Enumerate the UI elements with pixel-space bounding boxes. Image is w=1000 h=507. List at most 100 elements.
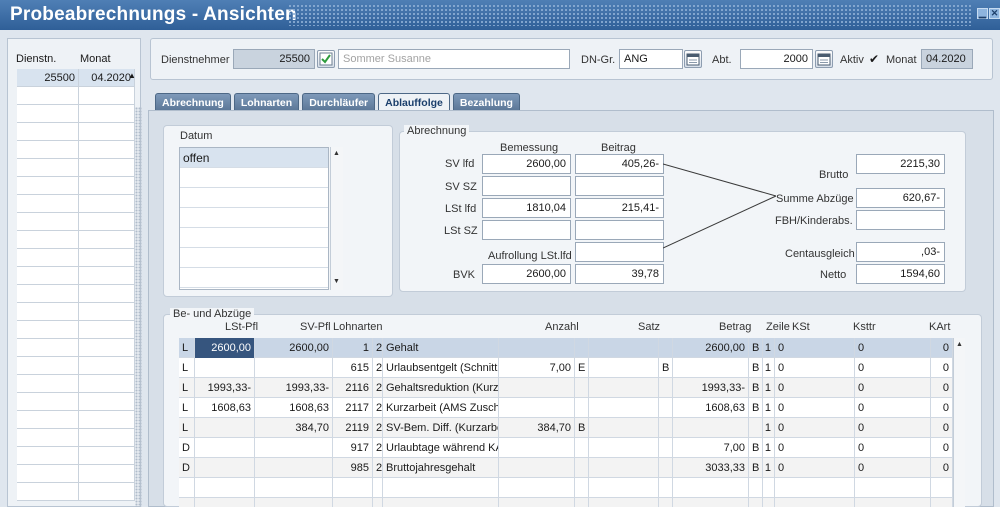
cell-lstpfl[interactable] <box>195 438 255 458</box>
cell-text[interactable]: Bruttojahresgehalt <box>383 458 499 478</box>
datum-list-item[interactable] <box>180 228 328 248</box>
cell-svpfl[interactable]: 384,70 <box>255 418 333 438</box>
table-row[interactable] <box>179 498 953 507</box>
cell-kart[interactable] <box>931 498 953 507</box>
check-icon[interactable] <box>317 50 335 68</box>
datum-scrollbar[interactable]: ▲ ▼ <box>330 147 343 290</box>
cell-typ[interactable]: D <box>179 458 195 478</box>
cell-anzahl[interactable] <box>499 498 575 507</box>
cell-satz[interactable] <box>589 418 659 438</box>
fbh-field[interactable] <box>856 210 945 230</box>
sv-lfd-beitrag[interactable]: 405,26- <box>575 154 664 174</box>
cell-kst[interactable]: 0 <box>775 378 855 398</box>
centausgleich-field[interactable]: ,03- <box>856 242 945 262</box>
cell-code[interactable]: 2 <box>373 398 383 418</box>
table-row[interactable] <box>179 478 953 498</box>
cell-betrag[interactable]: 1993,33- <box>673 378 749 398</box>
list-item[interactable] <box>17 87 135 105</box>
cell-code[interactable] <box>373 478 383 498</box>
cell-text[interactable] <box>383 478 499 498</box>
list-item[interactable] <box>17 249 135 267</box>
lst-sz-bemessung[interactable] <box>482 220 571 240</box>
cell-kst[interactable]: 0 <box>775 418 855 438</box>
cell-bb[interactable] <box>749 478 763 498</box>
list-item[interactable] <box>17 483 135 501</box>
cell-typ[interactable] <box>179 498 195 507</box>
abt-field[interactable]: 2000 <box>740 49 813 69</box>
cell-svpfl[interactable] <box>255 358 333 378</box>
cell-svpfl[interactable]: 1993,33- <box>255 378 333 398</box>
tab-ablauffolge[interactable]: Ablauffolge <box>378 93 450 111</box>
sv-lfd-bemessung[interactable]: 2600,00 <box>482 154 571 174</box>
tab-lohnarten[interactable]: Lohnarten <box>233 93 300 111</box>
aktiv-checkbox[interactable]: ✔ <box>869 52 880 66</box>
cell-nr[interactable]: 2119 <box>333 418 373 438</box>
cell-svpfl[interactable] <box>255 458 333 478</box>
datum-list-item[interactable] <box>180 208 328 228</box>
tab-bezahlung[interactable]: Bezahlung <box>452 93 520 111</box>
cell-ksttr[interactable]: 0 <box>855 438 931 458</box>
table-row[interactable]: L 1993,33- 1993,33- 2116 2 Gehaltsreduktion (… <box>179 378 953 398</box>
cell-bb[interactable]: B <box>749 438 763 458</box>
cell-typ[interactable]: L <box>179 338 195 358</box>
dienstnehmer-id-field[interactable]: 25500 <box>233 49 315 69</box>
table-row[interactable]: L 1608,63 1608,63 2117 2 Kurzarbeit (AMS Zusc… <box>179 398 953 418</box>
cell-kart[interactable]: 0 <box>931 358 953 378</box>
cell-code[interactable]: 2 <box>373 338 383 358</box>
cell-e[interactable] <box>575 438 589 458</box>
cell-b[interactable] <box>659 498 673 507</box>
list-item[interactable] <box>17 357 135 375</box>
cell-zeile[interactable]: 1 <box>763 398 775 418</box>
cell-ksttr[interactable]: 0 <box>855 418 931 438</box>
cell-betrag[interactable] <box>673 418 749 438</box>
cell-satz[interactable] <box>589 358 659 378</box>
table-row[interactable]: L 384,70 2119 2 SV-Bem. Diff. (Kurzarbe 384,7… <box>179 418 953 438</box>
cell-anzahl[interactable]: 7,00 <box>499 358 575 378</box>
lst-lfd-bemessung[interactable]: 1810,04 <box>482 198 571 218</box>
cell-kart[interactable]: 0 <box>931 378 953 398</box>
cell-betrag[interactable]: 7,00 <box>673 438 749 458</box>
cell-code[interactable] <box>373 498 383 507</box>
cell-anzahl[interactable] <box>499 398 575 418</box>
cell-anzahl[interactable] <box>499 438 575 458</box>
cell-satz[interactable] <box>589 458 659 478</box>
cell-kart[interactable]: 0 <box>931 338 953 358</box>
cell-typ[interactable] <box>179 478 195 498</box>
cell-b[interactable] <box>659 438 673 458</box>
bvk-bemessung[interactable]: 2600,00 <box>482 264 571 284</box>
cell-betrag[interactable]: 3033,33 <box>673 458 749 478</box>
cell-kart[interactable] <box>931 478 953 498</box>
monat-field[interactable]: 04.2020 <box>921 49 973 69</box>
cell-bb[interactable]: B <box>749 398 763 418</box>
cell-nr[interactable] <box>333 498 373 507</box>
cell-svpfl[interactable] <box>255 498 333 507</box>
close-icon[interactable]: ✕ <box>989 8 1000 19</box>
datum-list-item[interactable] <box>180 248 328 268</box>
cell-ksttr[interactable]: 0 <box>855 358 931 378</box>
list-item[interactable] <box>17 231 135 249</box>
sv-sz-bemessung[interactable] <box>482 176 571 196</box>
list-item[interactable] <box>17 465 135 483</box>
cell-kst[interactable] <box>775 498 855 507</box>
cell-e[interactable]: B <box>575 418 589 438</box>
datum-list-item[interactable] <box>180 268 328 288</box>
cell-lstpfl[interactable]: 1993,33- <box>195 378 255 398</box>
netto-field[interactable]: 1594,60 <box>856 264 945 284</box>
list-item[interactable] <box>17 285 135 303</box>
list-item[interactable] <box>17 159 135 177</box>
cell-lstpfl[interactable] <box>195 458 255 478</box>
cell-satz[interactable] <box>589 438 659 458</box>
cell-anzahl[interactable]: 384,70 <box>499 418 575 438</box>
cell-text[interactable]: Urlaubtage während KA <box>383 438 499 458</box>
cell-betrag[interactable] <box>673 498 749 507</box>
summe-abzuege-field[interactable]: 620,67- <box>856 188 945 208</box>
cell-b[interactable] <box>659 478 673 498</box>
cell-b[interactable]: B <box>659 358 673 378</box>
dngr-field[interactable]: ANG <box>619 49 683 69</box>
cell-kst[interactable]: 0 <box>775 358 855 378</box>
cell-b[interactable] <box>659 458 673 478</box>
cell-zeile[interactable]: 1 <box>763 418 775 438</box>
cell-nr[interactable]: 2116 <box>333 378 373 398</box>
list-item[interactable] <box>17 303 135 321</box>
list-item[interactable] <box>17 393 135 411</box>
